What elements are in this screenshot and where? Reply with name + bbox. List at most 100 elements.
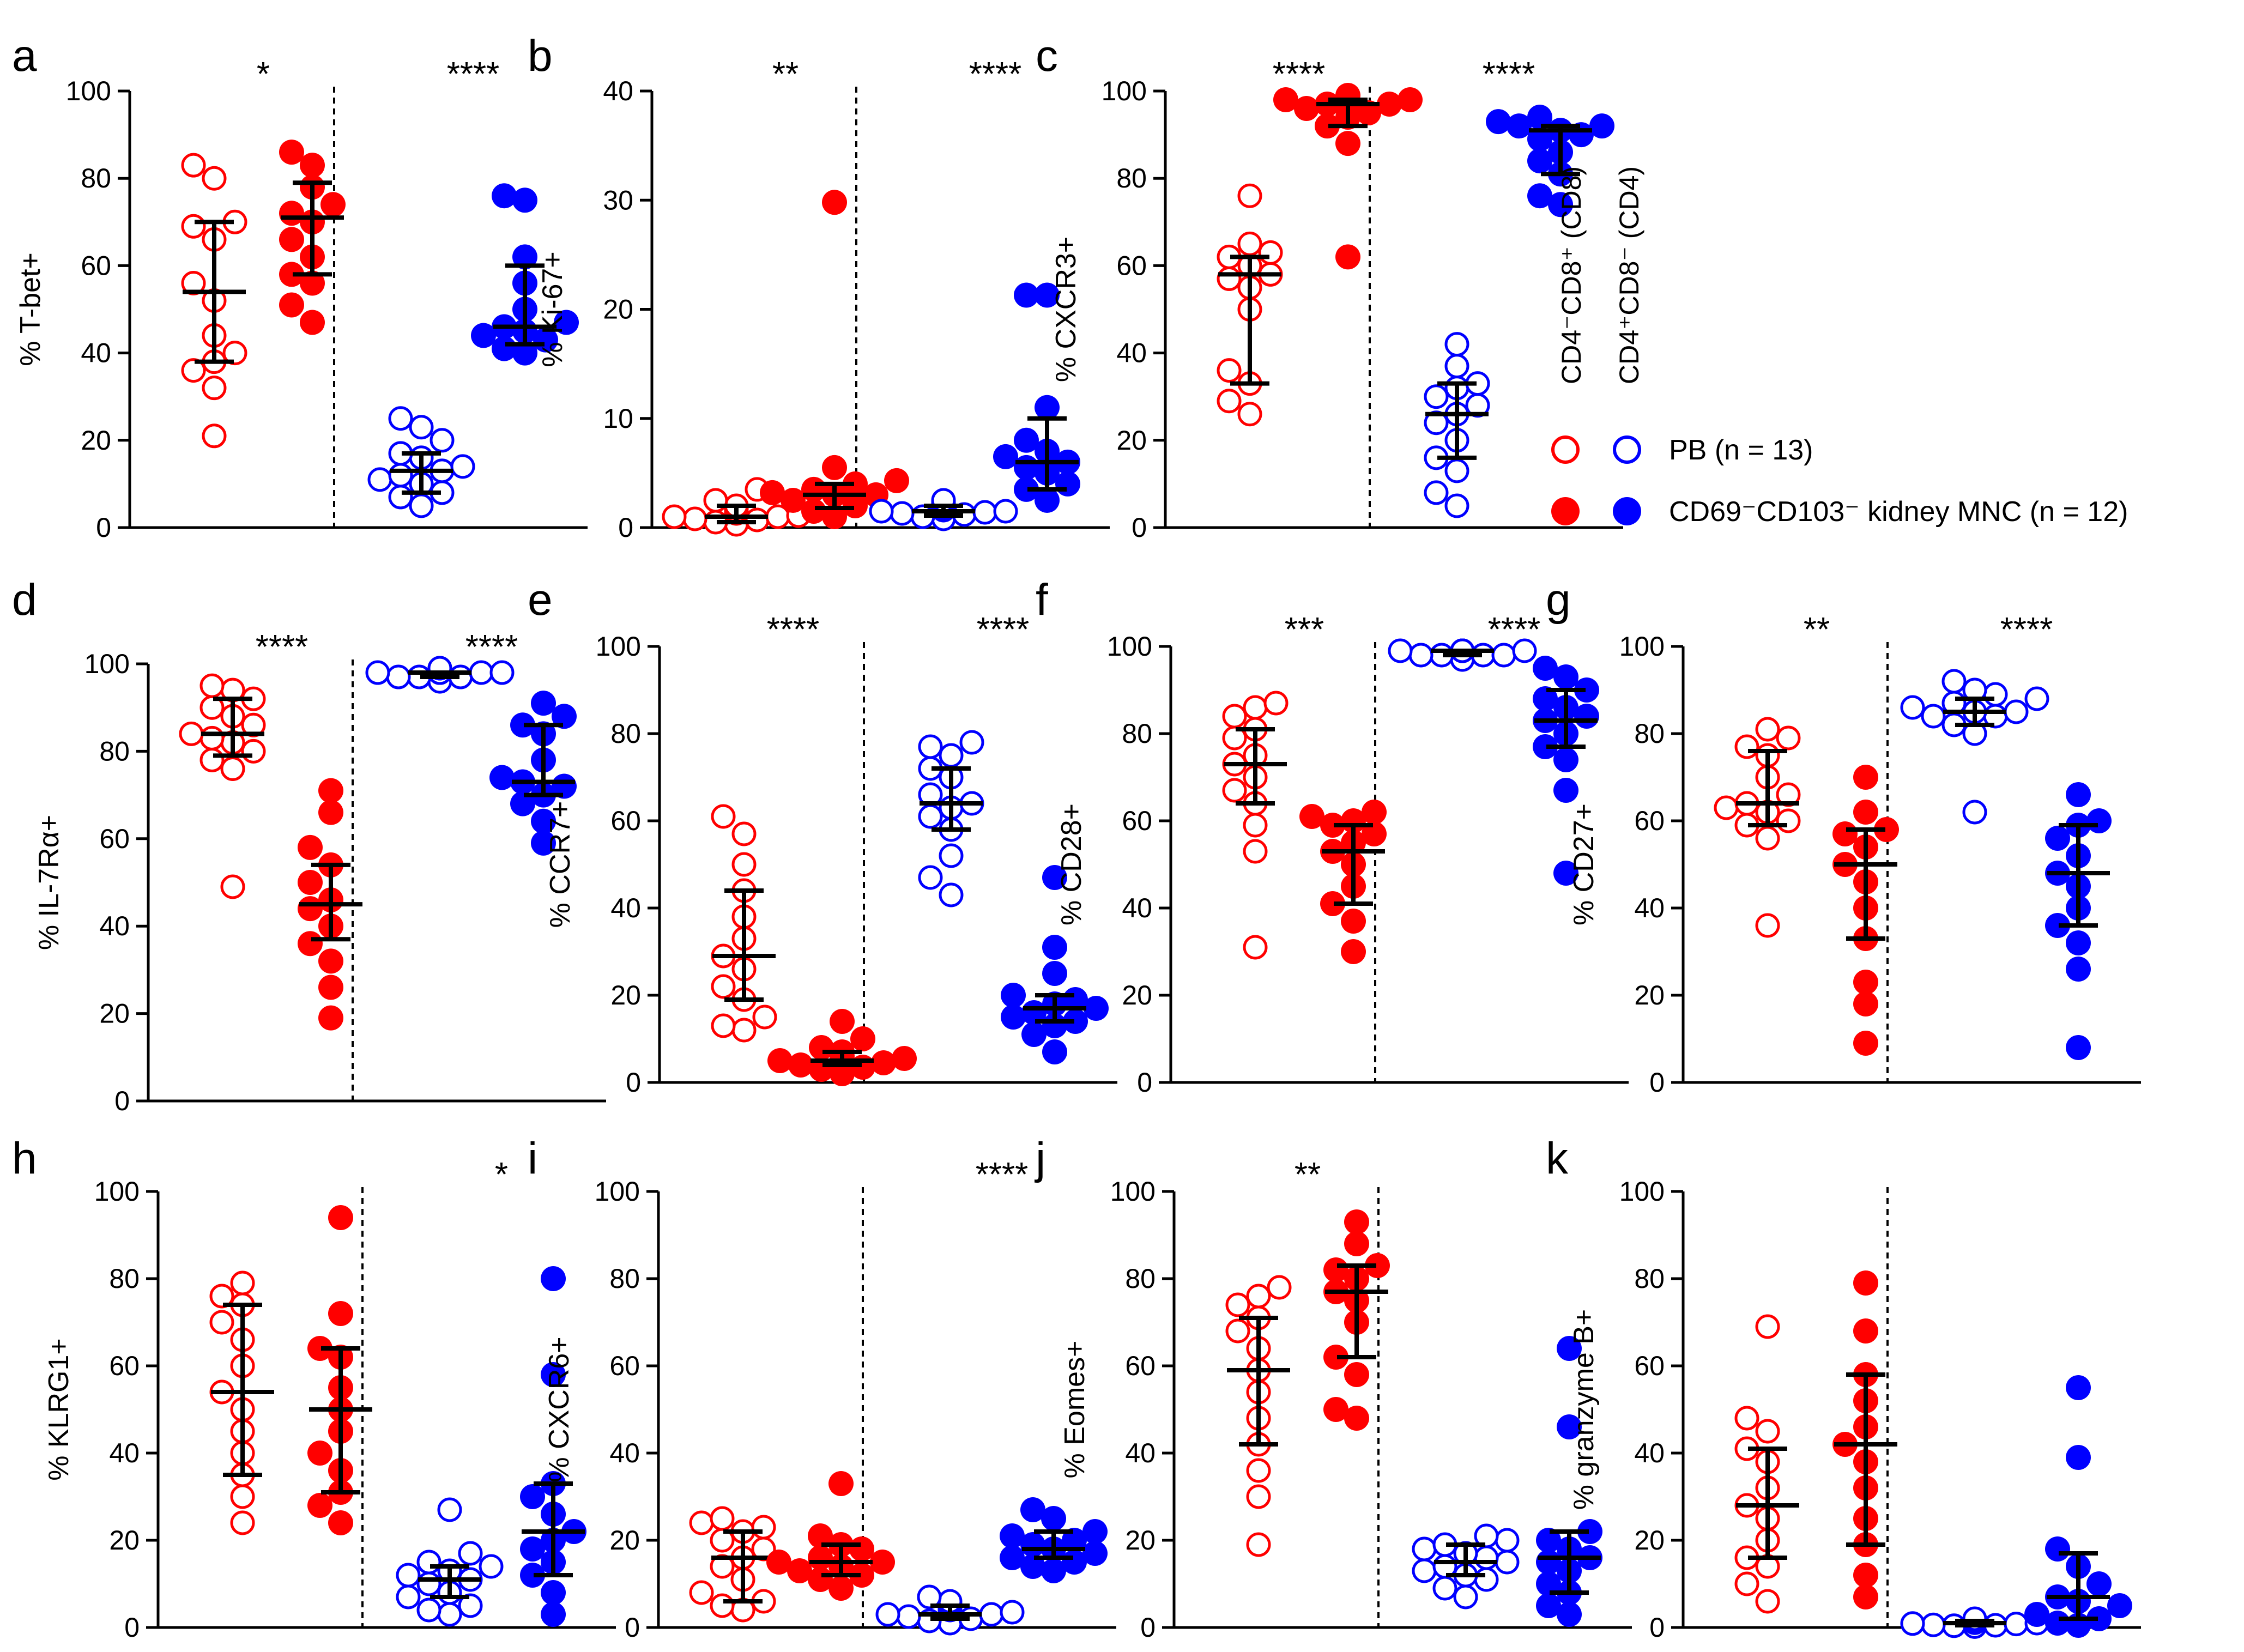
point-g-0-5 (1714, 795, 1739, 820)
y-tick-label-i-3: 60 (609, 1351, 640, 1381)
group-i-2 (875, 1584, 1025, 1636)
y-tick-label-c-0: 0 (1132, 512, 1147, 543)
point-c-0-0 (1237, 402, 1262, 427)
point-a-2-1 (388, 485, 413, 510)
point-h-1-1 (307, 1493, 332, 1518)
point-h-2-10 (416, 1550, 441, 1575)
point-f-1-1 (1341, 909, 1366, 934)
point-c-0-6 (1217, 266, 1242, 291)
point-a-2-12 (388, 406, 413, 431)
significance-i-cd4: **** (976, 1156, 1029, 1194)
panel-e: e 0 20 40 60 80 100 % CCR7+ **** **** (528, 575, 1117, 1098)
y-tick-label-b-3: 30 (603, 185, 633, 215)
point-i-3-7 (1062, 1528, 1087, 1553)
y-tick-label-f-2: 40 (1122, 893, 1152, 923)
point-i-3-3 (1000, 1545, 1025, 1570)
point-j-1-1 (1323, 1397, 1348, 1422)
point-g-3-8 (2045, 826, 2070, 851)
point-c-0-12 (1237, 183, 1262, 208)
point-a-3-6 (554, 310, 579, 335)
point-b-1-0 (822, 504, 847, 529)
legend-kidney-cd4-marker (1613, 497, 1641, 525)
y-tick-label-k-0: 0 (1649, 1612, 1665, 1643)
point-d-1-0 (318, 1005, 343, 1031)
point-c-2-12 (1444, 332, 1469, 357)
point-d-1-10 (318, 800, 343, 825)
y-axis-label-g: % CD27+ (1568, 803, 1600, 925)
group-k-3 (2024, 1375, 2132, 1638)
point-h-2-1 (416, 1597, 441, 1623)
point-g-1-2 (1853, 970, 1878, 995)
group-i-0 (689, 1506, 776, 1623)
group-a-1 (279, 140, 346, 335)
point-e-0-12 (711, 804, 736, 829)
point-a-1-10 (300, 153, 325, 178)
panel-letter-c: c (1036, 31, 1058, 81)
point-j-2-6 (1495, 1550, 1520, 1575)
point-a-0-11 (202, 166, 227, 191)
point-h-1-10 (328, 1301, 353, 1326)
point-d-3-0 (531, 830, 556, 856)
legend-header-cd8: CD4⁻CD8⁺ (CD8) (1556, 166, 1587, 384)
point-j-1-2 (1344, 1362, 1369, 1387)
panel-letter-j: j (1035, 1134, 1045, 1183)
point-f-1-7 (1362, 821, 1387, 846)
point-f-0-10 (1222, 704, 1247, 729)
point-k-3-7 (2086, 1571, 2112, 1596)
point-j-2-1 (1432, 1576, 1457, 1601)
point-h-3-8 (520, 1484, 545, 1509)
y-tick-label-d-0: 0 (114, 1086, 130, 1116)
y-axis-label-e: % CCR7+ (545, 801, 576, 928)
point-i-3-9 (1082, 1519, 1108, 1544)
point-d-2-5 (365, 660, 390, 685)
point-j-2-9 (1412, 1536, 1437, 1562)
point-h-0-11 (209, 1284, 234, 1309)
point-j-1-10 (1344, 1231, 1369, 1256)
point-h-2-3 (396, 1584, 421, 1609)
panel-j: j 0 20 40 60 80 100 % Eomes+ ** (1035, 1134, 1632, 1643)
point-k-3-10 (2066, 1445, 2091, 1470)
point-g-3-3 (2045, 913, 2070, 938)
panel-letter-g: g (1546, 575, 1571, 625)
point-e-0-11 (731, 821, 757, 846)
point-a-0-9 (181, 214, 206, 239)
y-axis-label-k: % granzyme B+ (1568, 1309, 1600, 1510)
point-e-3-3 (1063, 1009, 1088, 1034)
y-tick-label-a-5: 100 (66, 76, 111, 106)
point-i-0-1 (710, 1593, 735, 1618)
panel-letter-e: e (528, 575, 553, 625)
group-h-0 (209, 1270, 274, 1535)
y-tick-label-k-2: 40 (1634, 1438, 1665, 1468)
y-tick-label-g-4: 80 (1634, 718, 1665, 749)
point-j-2-2 (1474, 1567, 1499, 1592)
point-a-0-4 (222, 341, 247, 366)
group-f-3 (1533, 656, 1599, 886)
significance-c-cd4: **** (1483, 56, 1535, 93)
point-i-1-3 (787, 1558, 812, 1583)
point-h-2-9 (479, 1554, 504, 1579)
y-tick-label-i-2: 40 (609, 1438, 640, 1468)
y-tick-label-i-5: 100 (595, 1176, 640, 1207)
y-tick-label-k-1: 20 (1634, 1525, 1665, 1556)
group-d-0 (179, 673, 266, 899)
point-i-3-4 (1082, 1541, 1108, 1566)
point-e-3-10 (1042, 961, 1067, 986)
legend-pb-label: PB (n = 13) (1669, 434, 1813, 466)
point-f-1-8 (1320, 813, 1345, 838)
point-b-2-6 (993, 499, 1018, 524)
point-i-1-10 (808, 1523, 833, 1548)
point-i-2-6 (1000, 1600, 1025, 1625)
point-a-0-1 (202, 376, 227, 401)
group-c-2 (1424, 332, 1490, 518)
point-i-1-7 (808, 1545, 833, 1570)
point-c-2-11 (1444, 354, 1469, 379)
point-c-1-7 (1377, 92, 1402, 117)
point-i-3-11 (1020, 1497, 1045, 1522)
point-d-0-1 (220, 756, 245, 781)
point-b-3-11 (1014, 282, 1039, 308)
legend-kidney-cd8-marker (1551, 497, 1580, 525)
point-g-3-1 (2066, 957, 2091, 982)
y-tick-label-a-4: 80 (81, 163, 111, 193)
point-e-3-1 (1021, 1022, 1047, 1047)
group-b-2 (869, 488, 1018, 531)
